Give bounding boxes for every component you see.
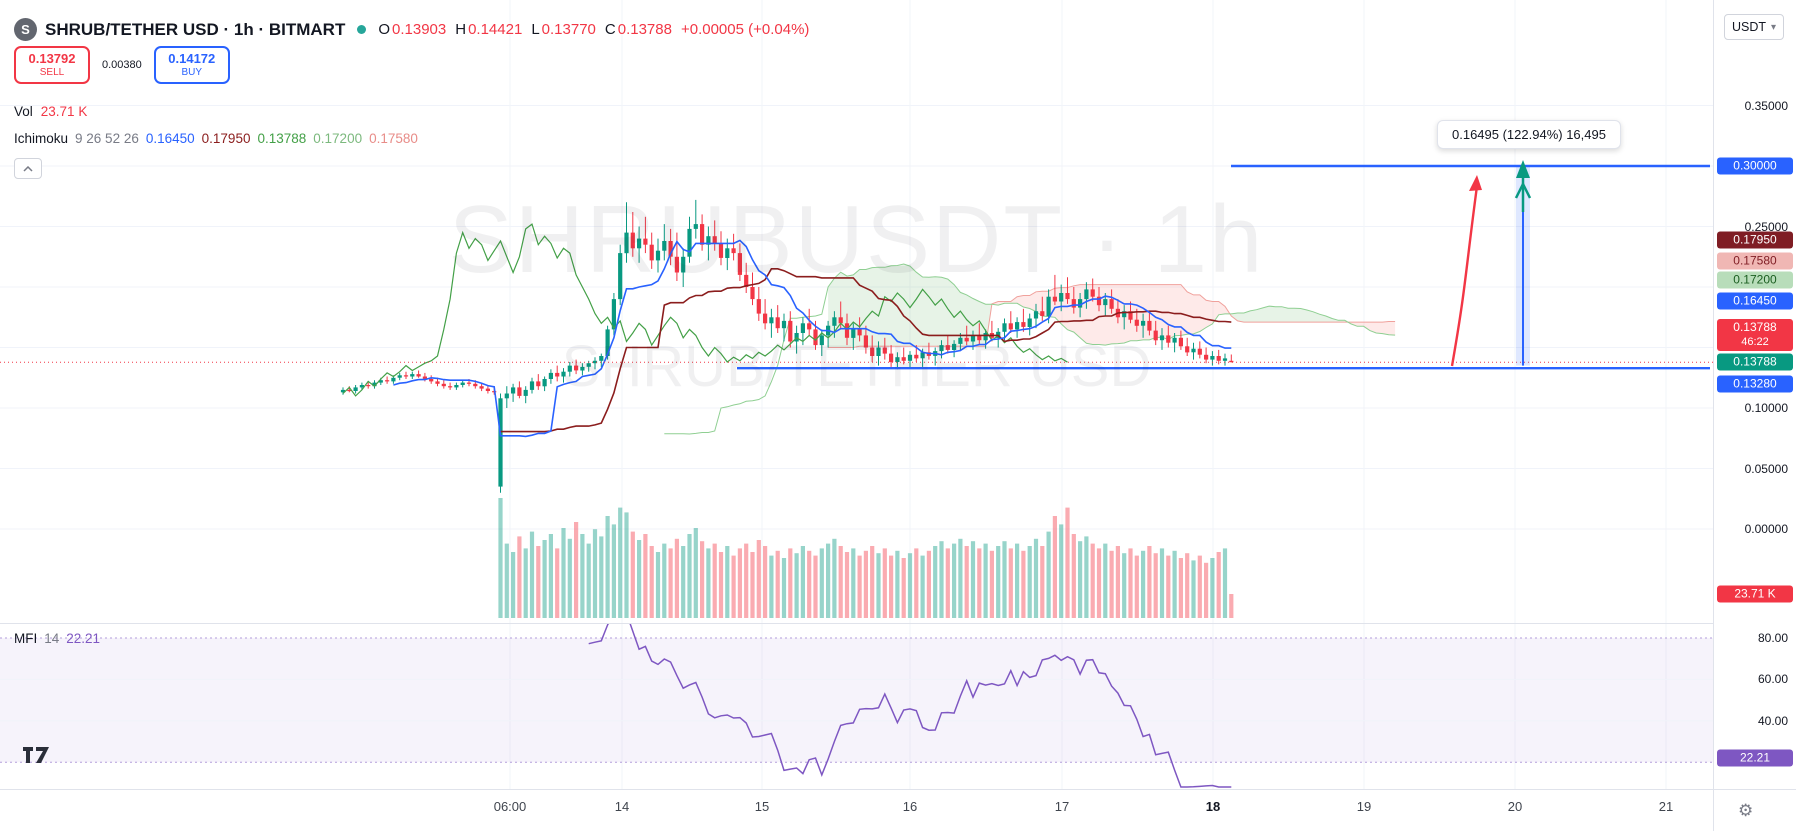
axis-corner: ⚙ [1714, 790, 1796, 831]
tradingview-logo-icon [23, 747, 49, 763]
time-axis[interactable]: 06:00 14 15 16 17 18 19 20 21 [0, 790, 1713, 831]
collapse-legend-button[interactable] [14, 158, 42, 179]
time-axis-separator [0, 789, 1796, 790]
sell-label: SELL [39, 66, 65, 78]
sell-button[interactable]: 0.13792 SELL [14, 46, 90, 84]
sell-price: 0.13792 [28, 51, 76, 67]
time-tick-16: 16 [902, 799, 918, 814]
price-axis[interactable]: USDT ▾ 0.35000 0.25000 0.10000 0.05000 0.000… [1714, 0, 1796, 789]
volume-legend-value: 23.71 K [40, 104, 88, 119]
tradingview-logo[interactable] [22, 745, 52, 770]
volume-legend[interactable]: Vol 23.71 K [14, 104, 87, 119]
time-tick-18: 18 [1205, 799, 1221, 814]
mfi-tick-40.00: 40.00 [1757, 713, 1788, 728]
buy-label: BUY [181, 66, 203, 78]
volume-legend-label: Vol [14, 104, 33, 119]
price-label-0.17950: 0.17950 [1717, 231, 1793, 249]
close-value: 0.13788 [617, 21, 672, 38]
price-tick-0.05000: 0.05000 [1744, 461, 1788, 476]
chevron-up-icon [23, 165, 33, 172]
ichimoku-name: Ichimoku [14, 131, 69, 146]
mfi-length: 14 [44, 631, 60, 646]
mfi-pane[interactable] [0, 624, 1713, 789]
price-pane[interactable] [0, 0, 1713, 623]
price-tick-0.10000: 0.10000 [1744, 401, 1788, 415]
high-value: 0.14421 [468, 21, 523, 38]
instrument-logo-icon: S [14, 18, 37, 41]
mfi-value: 22.21 [66, 631, 101, 646]
caret-down-icon: ▾ [1771, 21, 1777, 33]
buy-price: 0.14172 [168, 51, 216, 67]
time-tick-19: 19 [1356, 799, 1372, 814]
currency-value: USDT [1732, 20, 1767, 34]
ichimoku-base-value: 0.17950 [201, 131, 251, 146]
ichimoku-conversion-value: 0.16450 [145, 131, 195, 146]
price-axis-separator [1713, 0, 1714, 831]
ichimoku-legend[interactable]: Ichimoku 9 26 52 26 0.16450 0.17950 0.13… [14, 131, 418, 146]
open-label: O [378, 21, 390, 38]
time-tick-14: 14 [614, 799, 630, 814]
market-status-icon [357, 25, 367, 34]
time-tick-17: 17 [1054, 799, 1070, 814]
change-value: +0.00005 (+0.04%) [680, 21, 810, 38]
mfi-label-22.21: 22.21 [1717, 749, 1793, 767]
close-label: C [604, 21, 616, 38]
price-label-0.17580: 0.17580 [1717, 252, 1793, 270]
measure-tooltip: 0.16495 (122.94%) 16,495 [1437, 120, 1621, 149]
ichimoku-params: 9 26 52 26 [75, 131, 139, 146]
price-label-0.13788: 0.13788 46:22 [1717, 319, 1793, 351]
time-tick-21: 21 [1658, 799, 1674, 814]
ichimoku-leadb-value: 0.17580 [369, 131, 418, 146]
price-tick-0.00000: 0.00000 [1744, 522, 1788, 536]
mfi-legend[interactable]: MFI 14 22.21 [14, 631, 100, 646]
spread-value: 0.00380 [98, 57, 146, 73]
price-tick-0.25000: 0.25000 [1744, 219, 1788, 234]
open-value: 0.13903 [392, 21, 447, 38]
symbol-title[interactable]: SHRUB/TETHER USD · 1h · BITMART [45, 19, 346, 39]
ichimoku-lagging-value: 0.13788 [257, 131, 307, 146]
time-tick-15: 15 [754, 799, 770, 814]
buy-button[interactable]: 0.14172 BUY [153, 46, 230, 84]
mfi-tick-60.00: 60.00 [1757, 672, 1788, 687]
mfi-tick-80.00: 80.00 [1757, 631, 1788, 645]
price-label-0.13788: 0.13788 [1717, 353, 1793, 371]
price-label-0.17200: 0.17200 [1717, 271, 1793, 289]
high-label: H [455, 21, 467, 38]
ichimoku-leada-value: 0.17200 [313, 131, 363, 146]
gear-icon[interactable]: ⚙ [1738, 800, 1754, 820]
currency-select[interactable]: USDT ▾ [1724, 14, 1785, 40]
price-label-0.16450: 0.16450 [1717, 292, 1793, 310]
price-label-0.30000: 0.30000 [1717, 157, 1793, 175]
price-label-0.13280: 0.13280 [1717, 375, 1793, 393]
low-label: L [531, 21, 540, 38]
ohlc-values: O 0.13903 H 0.14421 L 0.13770 C 0.13788 +0.0… [378, 21, 809, 38]
price-tick-0.35000: 0.35000 [1744, 98, 1788, 113]
trade-widget: 0.13792 SELL 0.00380 0.14172 BUY [14, 46, 230, 84]
symbol-header: S SHRUB/TETHER USD · 1h · BITMART O 0.139… [14, 18, 809, 41]
price-label-23.71K: 23.71 K [1717, 585, 1793, 603]
time-tick-20: 20 [1507, 799, 1523, 814]
pane-separator[interactable] [0, 623, 1713, 624]
low-value: 0.13770 [541, 21, 596, 38]
mfi-name: MFI [14, 631, 38, 646]
time-tick-0600: 06:00 [493, 799, 527, 814]
